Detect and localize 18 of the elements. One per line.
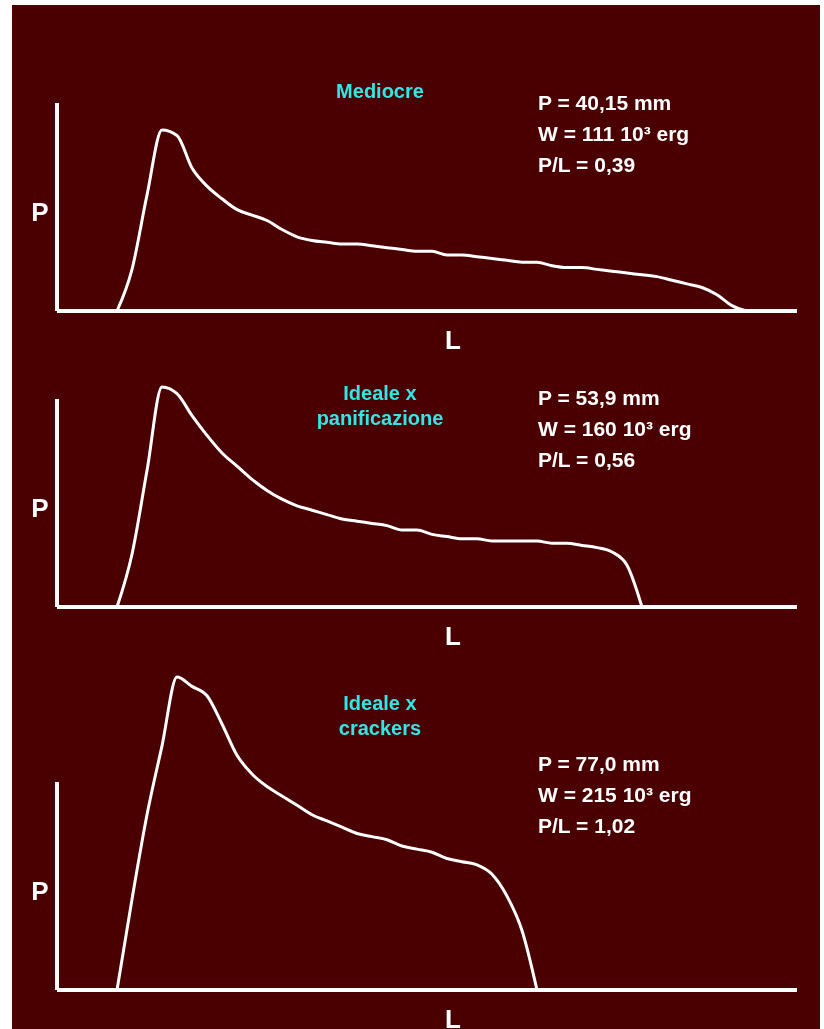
y-axis-title: P bbox=[31, 876, 49, 906]
y-axis-title: P bbox=[31, 197, 49, 227]
y-axis-title: P bbox=[31, 493, 49, 523]
annotation: W = 215 10³ erg bbox=[538, 783, 692, 806]
annotation: P/L = 0,39 bbox=[538, 153, 636, 176]
text: Ideale x crackers bbox=[338, 692, 422, 739]
x-axis-title: L bbox=[445, 325, 462, 355]
annotation: P/L = 0,56 bbox=[538, 448, 636, 471]
annotation: W = 111 10³ erg bbox=[538, 122, 690, 145]
x-axis-title: L bbox=[445, 1004, 462, 1029]
x-axis-title: L bbox=[445, 621, 462, 651]
text: P = 40,15 mm bbox=[538, 91, 672, 114]
annotation: P = 53,9 mm bbox=[538, 386, 660, 409]
chart-title: Mediocre bbox=[336, 80, 424, 102]
chart-title: Ideale x panificazione bbox=[316, 382, 444, 429]
annotation: W = 160 10³ erg bbox=[538, 417, 692, 440]
annotation: P = 77,0 mm bbox=[538, 752, 660, 775]
annotation: P/L = 1,02 bbox=[538, 814, 636, 837]
